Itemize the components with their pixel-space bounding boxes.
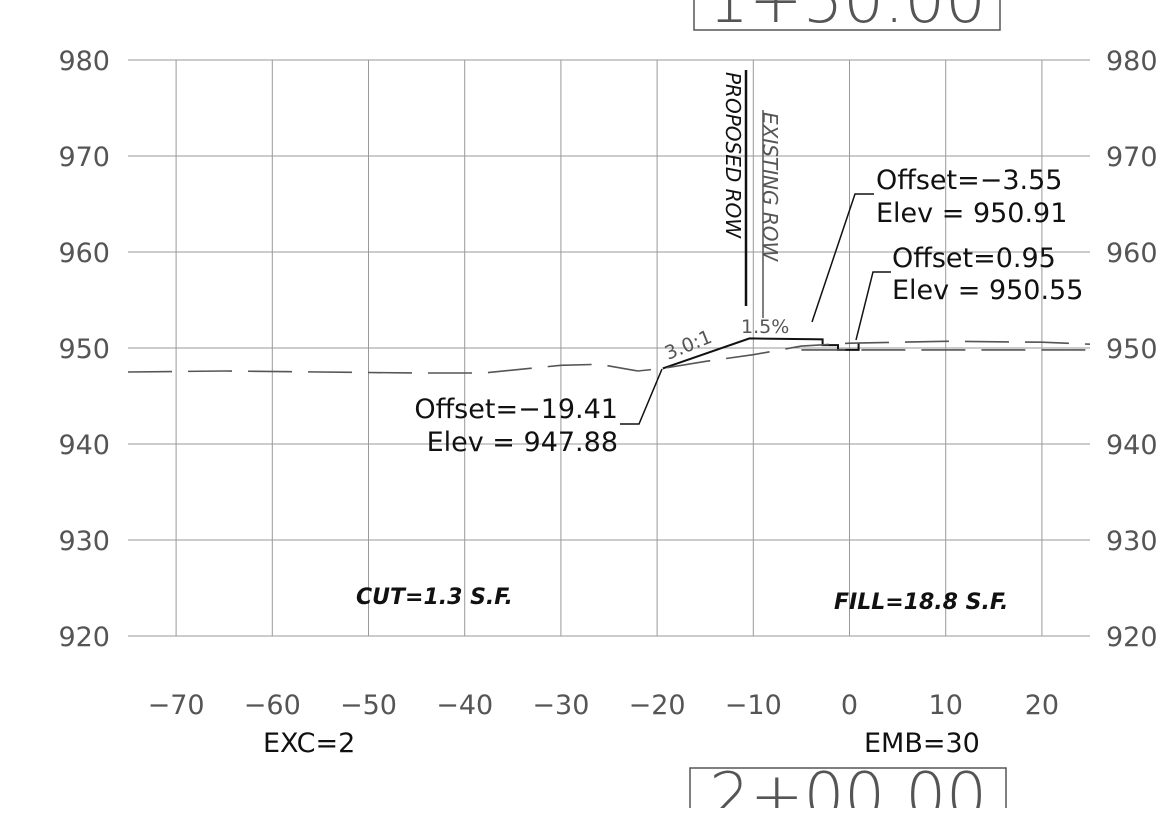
x-tick-label: −40: [436, 690, 493, 721]
callout-right2-offset: Offset=0.95: [892, 243, 1056, 274]
x-tick-label: 10: [929, 690, 963, 721]
axis-tick-labels: 920 920 930 930 940 940 950 950 960 960 970 970 980 9…: [58, 46, 1157, 721]
y-tick-label-left: 940: [58, 430, 110, 461]
series-lines: [127, 337, 1091, 374]
callout-left-elev: Elev = 947.88: [427, 427, 618, 458]
y-tick-label-right: 960: [1106, 238, 1158, 269]
cut-area-label: CUT=1.3 S.F.: [356, 585, 513, 610]
y-tick-label-left: 980: [58, 46, 110, 77]
emb-label: EMB=30: [864, 728, 980, 759]
y-tick-label-right: 970: [1106, 142, 1158, 173]
x-tick-label: −50: [340, 690, 397, 721]
proposed-row-label: PROPOSED ROW: [721, 72, 745, 239]
callout-left-offset: Offset=−19.41: [414, 394, 618, 425]
callout-offset-right: Offset=−3.55 Elev = 950.91: [811, 165, 1067, 323]
existing-ground-line: [127, 340, 1091, 374]
y-tick-label-right: 950: [1106, 334, 1158, 365]
grid: [128, 59, 1090, 637]
y-tick-label-left: 920: [58, 622, 110, 653]
y-tick-label-left: 950: [58, 334, 110, 365]
fill-area-label: FILL=18.8 S.F.: [834, 590, 1008, 615]
callout-offset-left: Offset=−19.41 Elev = 947.88: [414, 368, 663, 458]
y-tick-label-right: 980: [1106, 46, 1158, 77]
callout-right-offset: Offset=−3.55: [876, 165, 1062, 196]
x-tick-label: −30: [532, 690, 589, 721]
x-tick-label: −10: [725, 690, 782, 721]
y-tick-label-right: 920: [1106, 622, 1158, 653]
grade-label: 1.5%: [741, 316, 789, 338]
y-tick-label-left: 930: [58, 526, 110, 557]
x-tick-label: −60: [244, 690, 301, 721]
station-bottom-text: 2+00.00: [709, 760, 987, 808]
y-tick-label-left: 960: [58, 238, 110, 269]
station-top-text: 1+50.00: [708, 0, 986, 38]
y-tick-label-right: 930: [1106, 526, 1158, 557]
x-tick-label: 20: [1025, 690, 1059, 721]
x-tick-label: −70: [148, 690, 205, 721]
y-tick-label-right: 940: [1106, 430, 1158, 461]
station-label-bottom: 2+00.00: [689, 760, 1007, 813]
existing-row-label: EXISTING ROW: [758, 112, 782, 263]
y-tick-label-left: 970: [58, 142, 110, 173]
callout-right2-elev: Elev = 950.55: [892, 275, 1083, 306]
x-tick-label: −20: [629, 690, 686, 721]
x-tick-label: 0: [841, 690, 858, 721]
callout-offset-right2: Offset=0.95 Elev = 950.55: [855, 243, 1083, 341]
station-label-top: 1+50.00: [693, 0, 1001, 38]
exc-label: EXC=2: [263, 728, 355, 759]
callout-right-elev: Elev = 950.91: [876, 198, 1067, 229]
